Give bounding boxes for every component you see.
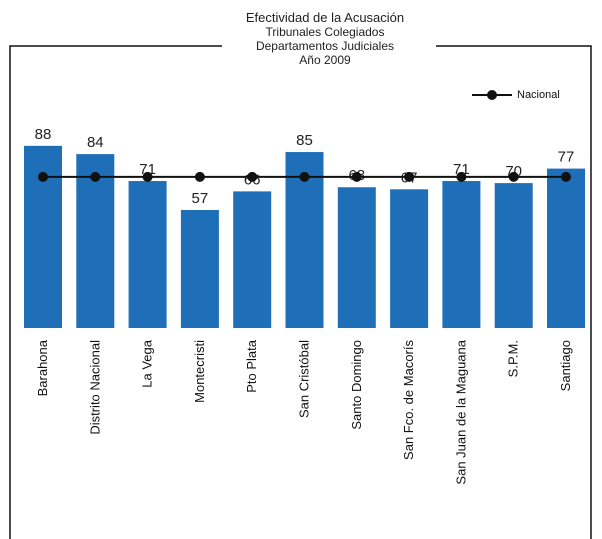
bar (337, 187, 376, 328)
bar (494, 183, 533, 328)
data-label: 77 (558, 149, 575, 166)
frame-left-edge (9, 45, 222, 539)
bar (76, 154, 115, 328)
category-label: S.P.M. (506, 340, 521, 377)
legend-label-nacional: Nacional (517, 89, 560, 101)
bar (390, 189, 429, 328)
category-label: Santiago (558, 340, 573, 391)
category-label: Barahona (35, 339, 50, 396)
category-label: Santo Domingo (349, 340, 364, 430)
data-label: 88 (35, 126, 52, 143)
bar (180, 210, 219, 328)
category-label: Distrito Nacional (87, 340, 102, 435)
chart-title-block: Efectividad de la Acusación Tribunales C… (230, 10, 420, 67)
category-labels-group: Barahona Distrito Nacional La Vega Montecri… (35, 339, 573, 484)
nacional-point (508, 171, 519, 182)
nacional-point (194, 171, 205, 182)
nacional-point (561, 171, 571, 182)
nacional-point (351, 171, 362, 182)
legend: Nacional (472, 89, 560, 101)
data-label: 57 (192, 190, 209, 207)
nacional-point (38, 171, 48, 182)
nacional-point (142, 171, 153, 182)
data-label: 71 (453, 161, 470, 178)
nacional-point (299, 171, 310, 182)
chart-frame (9, 45, 592, 539)
nacional-point (90, 171, 101, 182)
data-label: 85 (296, 132, 313, 149)
category-label: La Vega (140, 339, 155, 387)
legend-dot-icon (487, 90, 497, 100)
bars-group (24, 145, 585, 328)
chart-subtitle-3: Año 2009 (299, 53, 351, 67)
bar (442, 181, 481, 328)
bar (128, 181, 167, 328)
category-label: San Fco. de Macorís (401, 340, 416, 460)
bar (233, 191, 272, 328)
chart-subtitle-2: Departamentos Judiciales (255, 39, 395, 53)
legend-line-icon (472, 90, 512, 100)
nacional-line-group (38, 171, 571, 182)
category-label: Montecristi (192, 340, 207, 403)
chart-title: Efectividad de la Acusación (245, 10, 405, 25)
nacional-point (456, 171, 467, 182)
category-label: San Juan de la Maguana (453, 339, 468, 484)
bar (547, 168, 585, 328)
nacional-point (247, 171, 258, 182)
nacional-point (404, 171, 415, 182)
frame-right-edge (436, 45, 592, 539)
chart-subtitle-1: Tribunales Colegiados (265, 25, 385, 39)
category-label: San Cristóbal (297, 340, 312, 418)
data-label: 71 (139, 161, 156, 178)
data-label: 84 (87, 134, 104, 151)
category-label: Pto Plata (244, 339, 259, 393)
